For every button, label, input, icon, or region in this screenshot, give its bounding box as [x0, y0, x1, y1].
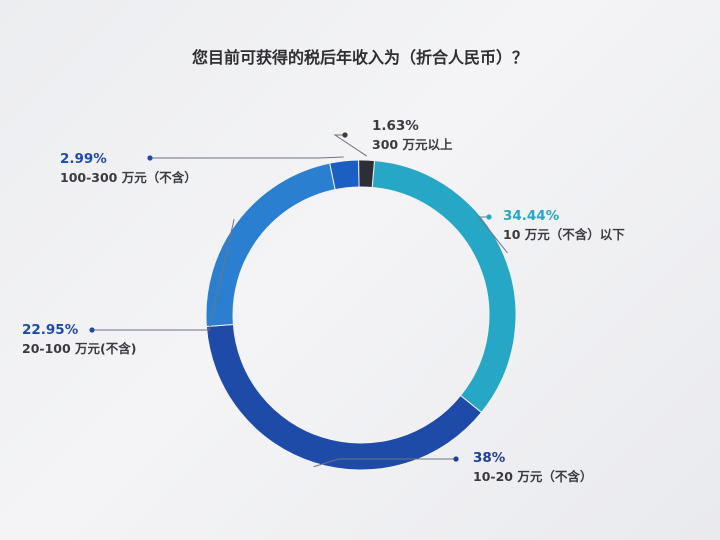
leader-dot-5 — [342, 132, 348, 138]
data-label-category-4: 100-300 万元（不含） — [60, 170, 197, 185]
slice-4 — [329, 159, 360, 191]
labels-group: 34.44% 10 万元（不含）以下 38% 10-20 万元（不含） 22.95% 20… — [22, 118, 625, 484]
data-label-category-3: 20-100 万元(不含) — [22, 341, 136, 356]
chart-title: 您目前可获得的税后年收入为（折合人民币）？ — [191, 48, 528, 67]
data-label-value-4: 2.99% — [60, 151, 107, 167]
data-label-value-5: 1.63% — [372, 118, 419, 134]
leader-line-3 — [92, 219, 235, 331]
data-label-category-5: 300 万元以上 — [372, 137, 453, 152]
slice-3 — [205, 162, 336, 328]
leader-dot-1 — [486, 214, 492, 220]
data-label-value-2: 38% — [473, 450, 506, 466]
leader-dot-3 — [89, 327, 95, 333]
leader-dot-4 — [147, 155, 153, 161]
data-label-category-2: 10-20 万元（不含） — [473, 469, 592, 484]
leader-dot-2 — [453, 456, 459, 462]
slices-group — [205, 159, 517, 471]
slice-5 — [358, 159, 376, 189]
slice-2 — [205, 323, 483, 471]
data-label-value-3: 22.95% — [22, 322, 79, 338]
leader-line-1 — [477, 216, 508, 254]
leader-line-5 — [333, 134, 368, 157]
leader-line-2 — [313, 458, 456, 468]
data-label-category-1: 10 万元（不含）以下 — [503, 227, 625, 242]
slice-1 — [371, 160, 517, 414]
leader-line-4 — [150, 156, 344, 159]
data-label-value-1: 34.44% — [503, 208, 560, 224]
